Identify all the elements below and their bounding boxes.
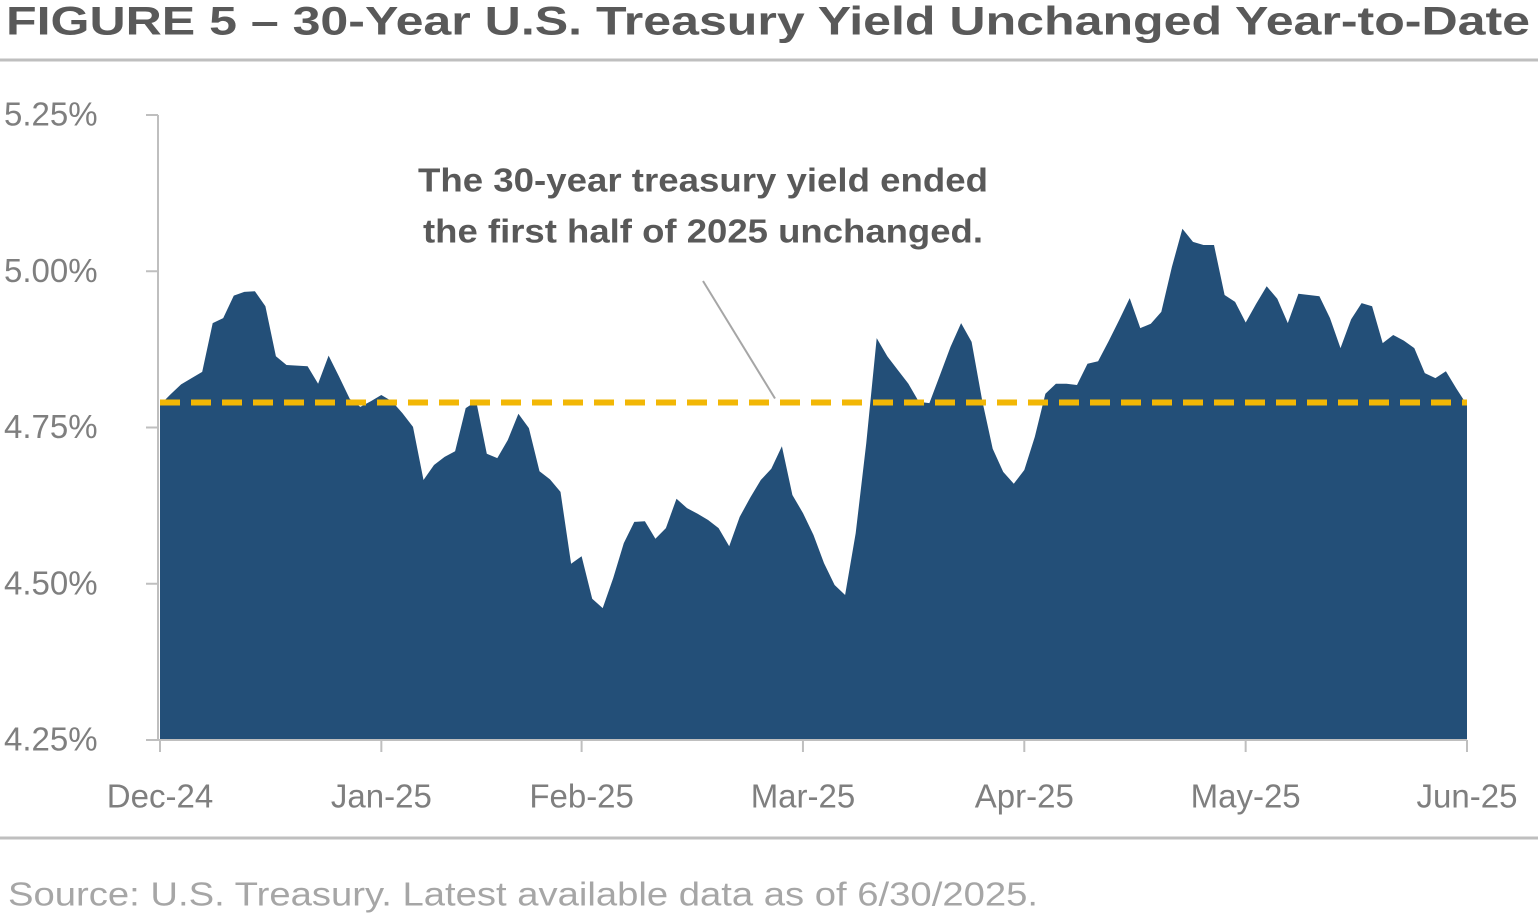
y-tick-label: 4.50% xyxy=(4,564,98,601)
x-tick-label: Apr-25 xyxy=(975,778,1074,815)
y-tick-label: 4.25% xyxy=(4,721,98,758)
source-note: Source: U.S. Treasury. Latest available … xyxy=(8,876,1038,913)
annotation: The 30-year treasury yield ended xyxy=(418,162,988,199)
annotation-leader xyxy=(702,280,776,400)
x-tick-label: Jan-25 xyxy=(331,778,432,815)
chart-title: FIGURE 5 – 30-Year U.S. Treasury Yield U… xyxy=(6,0,1530,44)
annotation: the first half of 2025 unchanged. xyxy=(423,213,983,250)
y-tick-label: 5.25% xyxy=(4,96,98,133)
y-tick-label: 4.75% xyxy=(4,408,98,445)
x-tick-label: Feb-25 xyxy=(529,778,634,815)
x-tick-label: Dec-24 xyxy=(107,778,213,815)
y-tick-label: 5.00% xyxy=(4,252,98,289)
x-tick-label: May-25 xyxy=(1191,778,1301,815)
x-tick-label: Jun-25 xyxy=(1417,778,1518,815)
x-tick-label: Mar-25 xyxy=(751,778,856,815)
area xyxy=(160,228,1467,741)
